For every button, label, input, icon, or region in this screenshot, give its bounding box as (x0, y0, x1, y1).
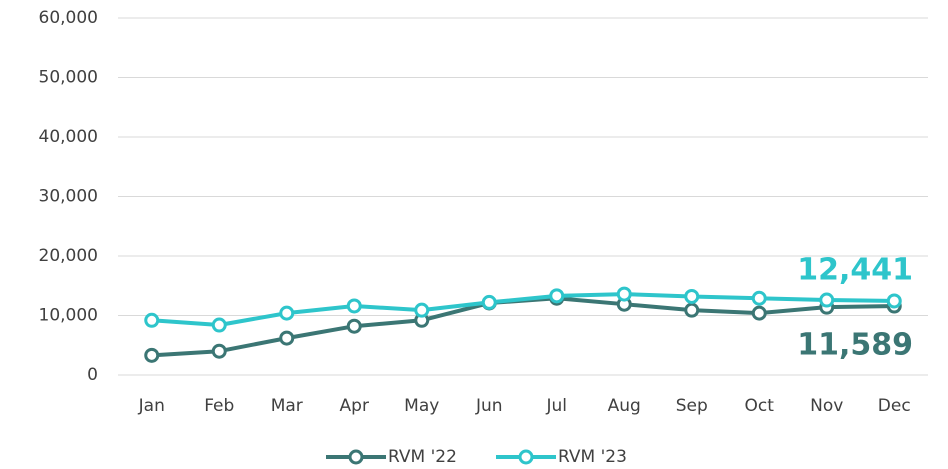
point (414, 302, 430, 318)
x-tick-label: Sep (676, 396, 708, 416)
x-tick-label: Jun (475, 396, 503, 416)
point (819, 292, 835, 308)
y-tick-label: 50,000 (39, 68, 98, 88)
data-label: 12,441 (797, 252, 913, 287)
point (481, 294, 497, 310)
point (751, 290, 767, 306)
point (211, 317, 227, 333)
x-tick-label: Jan (138, 396, 165, 416)
x-tick-label: Dec (878, 396, 911, 416)
y-tick-label: 60,000 (39, 8, 98, 28)
y-tick-label: 30,000 (39, 187, 98, 207)
point (751, 305, 767, 321)
legend-label: RVM '23 (558, 447, 627, 467)
point (279, 305, 295, 321)
y-tick-label: 20,000 (39, 246, 98, 266)
x-tick-label: May (404, 396, 439, 416)
point (346, 318, 362, 334)
x-tick-label: Mar (271, 396, 303, 416)
x-tick-label: Oct (745, 396, 775, 416)
point (211, 343, 227, 359)
x-tick-label: Aug (608, 396, 641, 416)
point (684, 302, 700, 318)
y-tick-label: 0 (87, 365, 98, 385)
point (346, 298, 362, 314)
legend-marker (518, 449, 534, 465)
x-tick-label: Nov (810, 396, 843, 416)
legend-label: RVM '22 (388, 447, 457, 467)
data-label: 11,589 (797, 328, 913, 363)
point (549, 288, 565, 304)
y-tick-label: 10,000 (39, 306, 98, 326)
series-line (151, 292, 895, 328)
point (684, 288, 700, 304)
point (144, 312, 160, 328)
point (886, 293, 902, 309)
point (144, 347, 160, 363)
x-tick-label: Apr (340, 396, 369, 416)
x-tick-label: Jul (545, 396, 567, 416)
series-line (151, 296, 895, 358)
x-tick-label: Feb (204, 396, 234, 416)
point (279, 330, 295, 346)
legend-marker (348, 449, 364, 465)
point (616, 286, 632, 302)
y-tick-label: 40,000 (39, 127, 98, 147)
